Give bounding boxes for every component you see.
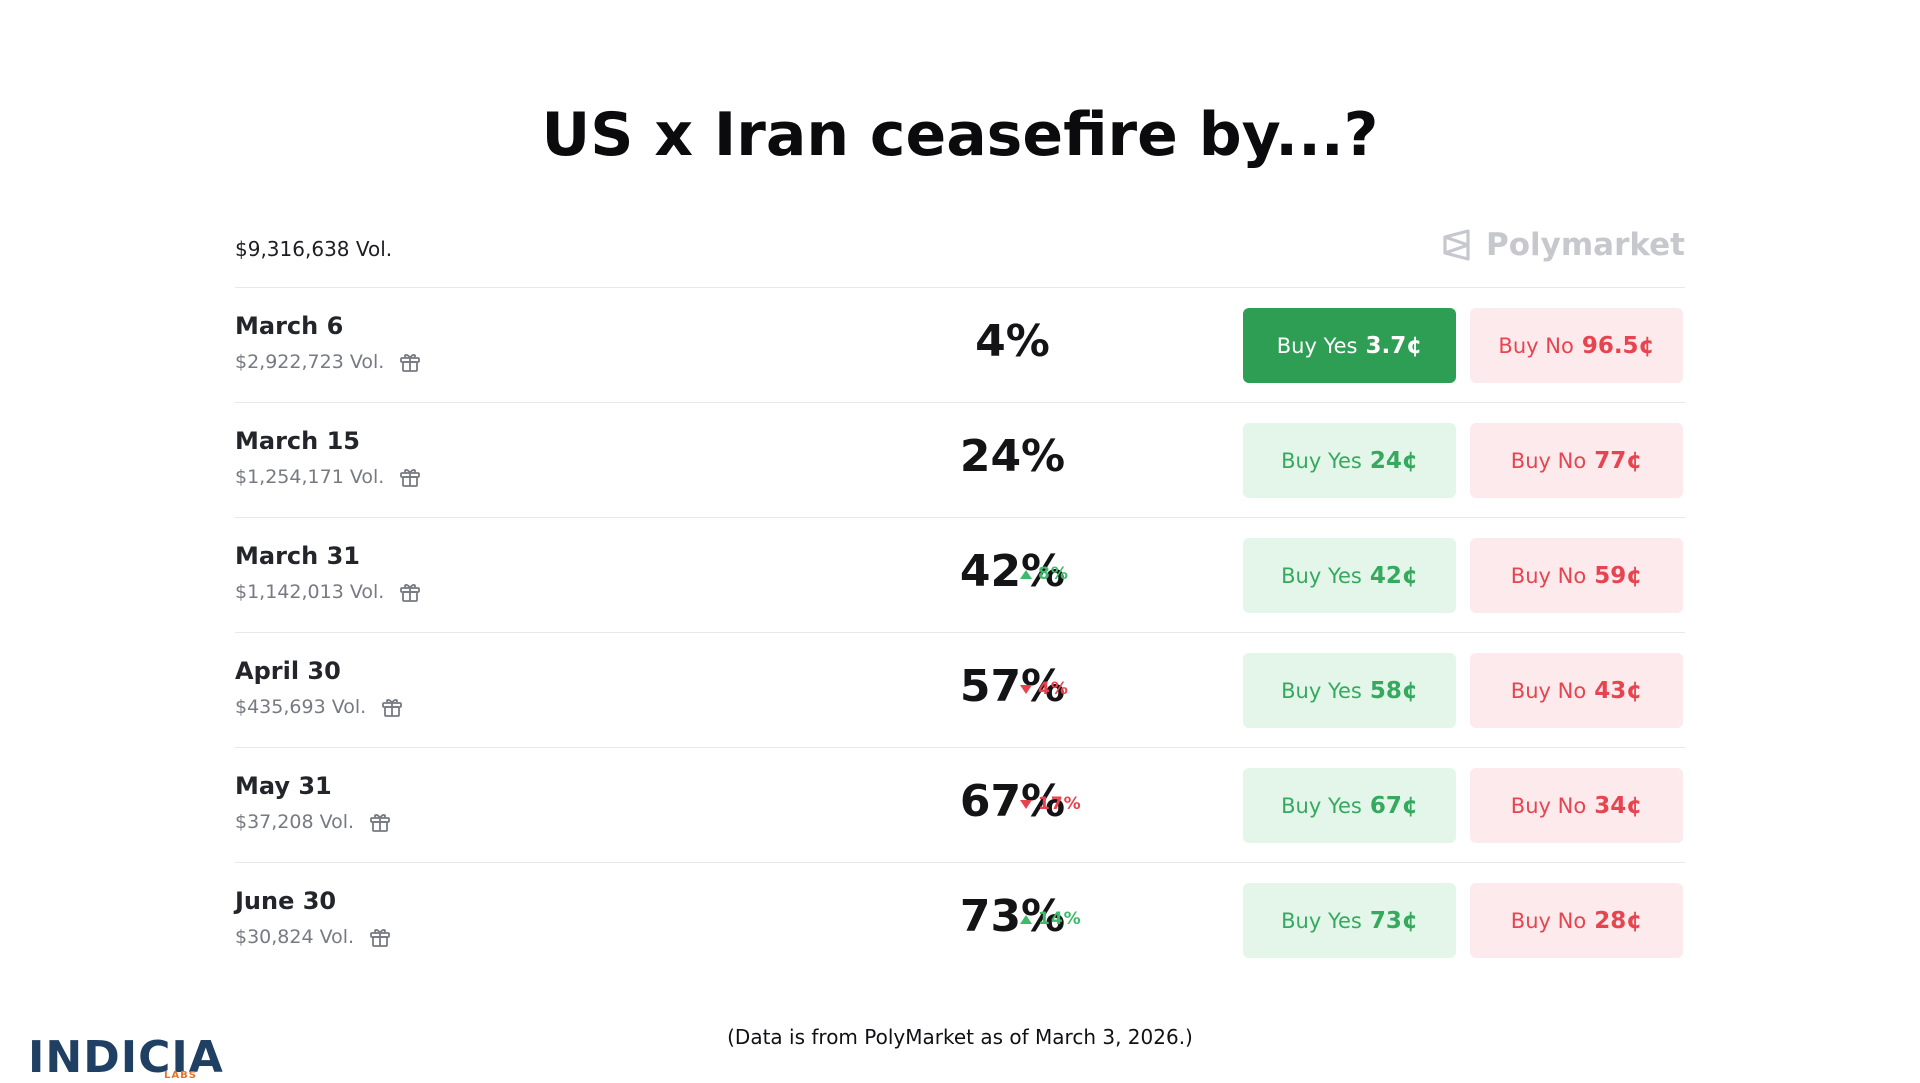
logo-wordmark: INDICIA (28, 1032, 224, 1083)
market-volume-line: $37,208 Vol. (235, 810, 392, 834)
buy-no-button[interactable]: Buy No 43¢ (1470, 653, 1683, 728)
change-value: 8% (1038, 564, 1069, 584)
buy-no-button[interactable]: Buy No 34¢ (1470, 768, 1683, 843)
market-row: June 30 $30,824 Vol. 73% 14% Buy Yes 73¢… (235, 863, 1685, 977)
page-title: US x Iran ceasefire by...? (541, 100, 1379, 170)
market-row: March 6 $2,922,723 Vol. 4% Buy Yes 3.7¢ … (235, 288, 1685, 403)
market-volume: $435,693 Vol. (235, 696, 367, 718)
buy-yes-price: 42¢ (1369, 562, 1418, 589)
buy-no-button[interactable]: Buy No 96.5¢ (1470, 308, 1683, 383)
buy-no-price: 43¢ (1594, 677, 1643, 704)
probability-change: 14% (1020, 909, 1082, 929)
buy-no-label: Buy No (1510, 793, 1587, 818)
buy-no-price: 96.5¢ (1581, 332, 1655, 359)
polymarket-brand: Polymarket (1442, 227, 1685, 263)
market-volume: $1,142,013 Vol. (235, 581, 385, 603)
market-date: March 15 (235, 427, 360, 455)
gift-icon[interactable] (398, 350, 422, 374)
buy-yes-button[interactable]: Buy Yes 3.7¢ (1243, 308, 1456, 383)
market-list: March 6 $2,922,723 Vol. 4% Buy Yes 3.7¢ … (235, 288, 1685, 977)
buy-no-button[interactable]: Buy No 77¢ (1470, 423, 1683, 498)
market-date: March 31 (235, 542, 360, 570)
buy-yes-price: 24¢ (1369, 447, 1418, 474)
total-volume: $9,316,638 Vol. (235, 237, 393, 261)
buy-no-label: Buy No (1510, 678, 1587, 703)
buy-yes-button[interactable]: Buy Yes 73¢ (1243, 883, 1456, 958)
market-volume: $30,824 Vol. (235, 926, 355, 948)
buy-yes-price: 73¢ (1369, 907, 1418, 934)
buy-yes-price: 58¢ (1369, 677, 1418, 704)
buy-yes-label: Buy Yes (1281, 793, 1362, 818)
market-panel: $9,316,638 Vol. Polymarket March 6 $2,92… (235, 215, 1685, 977)
buy-yes-price: 67¢ (1369, 792, 1418, 819)
market-probability: 42% (959, 546, 1066, 597)
market-date: April 30 (235, 657, 341, 685)
probability-change: 8% (1020, 564, 1069, 584)
buy-yes-label: Buy Yes (1281, 678, 1362, 703)
probability-change: 17% (1020, 794, 1082, 814)
market-row: April 30 $435,693 Vol. 57% 4% Buy Yes 58… (235, 633, 1685, 748)
market-row: March 15 $1,254,171 Vol. 24% Buy Yes 24¢… (235, 403, 1685, 518)
change-value: 4% (1038, 679, 1069, 699)
market-probability: 67% (959, 776, 1066, 827)
market-volume-line: $2,922,723 Vol. (235, 350, 422, 374)
market-volume: $37,208 Vol. (235, 811, 355, 833)
market-volume-line: $1,254,171 Vol. (235, 465, 422, 489)
buy-no-price: 28¢ (1594, 907, 1643, 934)
gift-icon[interactable] (368, 925, 392, 949)
buy-no-price: 59¢ (1594, 562, 1643, 589)
polymarket-brand-name: Polymarket (1486, 227, 1685, 263)
market-volume: $1,254,171 Vol. (235, 466, 385, 488)
panel-header: $9,316,638 Vol. Polymarket (235, 215, 1685, 288)
change-value: 14% (1038, 909, 1082, 929)
indicia-labs-logo: INDICIA LABS (28, 1018, 223, 1083)
market-volume-line: $1,142,013 Vol. (235, 580, 422, 604)
buy-yes-button[interactable]: Buy Yes 58¢ (1243, 653, 1456, 728)
buy-yes-price: 3.7¢ (1365, 332, 1423, 359)
change-arrow-icon (1020, 684, 1032, 694)
change-arrow-icon (1020, 569, 1032, 579)
gift-icon[interactable] (368, 810, 392, 834)
change-arrow-icon (1020, 914, 1032, 924)
market-volume-line: $435,693 Vol. (235, 695, 404, 719)
buy-no-button[interactable]: Buy No 28¢ (1470, 883, 1683, 958)
market-probability: 57% (959, 661, 1066, 712)
buy-yes-label: Buy Yes (1281, 563, 1362, 588)
market-volume-line: $30,824 Vol. (235, 925, 392, 949)
buy-no-label: Buy No (1498, 333, 1574, 358)
probability-change: 4% (1020, 679, 1069, 699)
change-arrow-icon (1020, 799, 1032, 809)
buy-yes-button[interactable]: Buy Yes 42¢ (1243, 538, 1456, 613)
buy-yes-button[interactable]: Buy Yes 24¢ (1243, 423, 1456, 498)
polymarket-logo-icon (1443, 229, 1470, 261)
market-date: June 30 (235, 887, 337, 915)
market-date: May 31 (235, 772, 332, 800)
buy-yes-label: Buy Yes (1276, 333, 1358, 358)
buy-no-label: Buy No (1510, 448, 1587, 473)
change-value: 17% (1038, 794, 1082, 814)
gift-icon[interactable] (380, 695, 404, 719)
buy-no-price: 77¢ (1594, 447, 1643, 474)
buy-yes-button[interactable]: Buy Yes 67¢ (1243, 768, 1456, 843)
gift-icon[interactable] (398, 580, 422, 604)
buy-no-label: Buy No (1510, 563, 1587, 588)
market-probability: 4% (975, 316, 1050, 367)
buy-no-price: 34¢ (1594, 792, 1643, 819)
buy-yes-label: Buy Yes (1281, 908, 1362, 933)
market-row: March 31 $1,142,013 Vol. 42% 8% Buy Yes … (235, 518, 1685, 633)
buy-no-button[interactable]: Buy No 59¢ (1470, 538, 1683, 613)
buy-no-label: Buy No (1510, 908, 1587, 933)
market-probability: 24% (959, 431, 1066, 482)
logo-subtext: LABS (164, 1070, 197, 1081)
market-probability: 73% (959, 891, 1066, 942)
market-date: March 6 (235, 312, 344, 340)
footnote: (Data is from PolyMarket as of March 3, … (727, 1025, 1193, 1049)
gift-icon[interactable] (398, 465, 422, 489)
market-row: May 31 $37,208 Vol. 67% 17% Buy Yes 67¢ … (235, 748, 1685, 863)
market-volume: $2,922,723 Vol. (235, 351, 385, 373)
buy-yes-label: Buy Yes (1281, 448, 1362, 473)
